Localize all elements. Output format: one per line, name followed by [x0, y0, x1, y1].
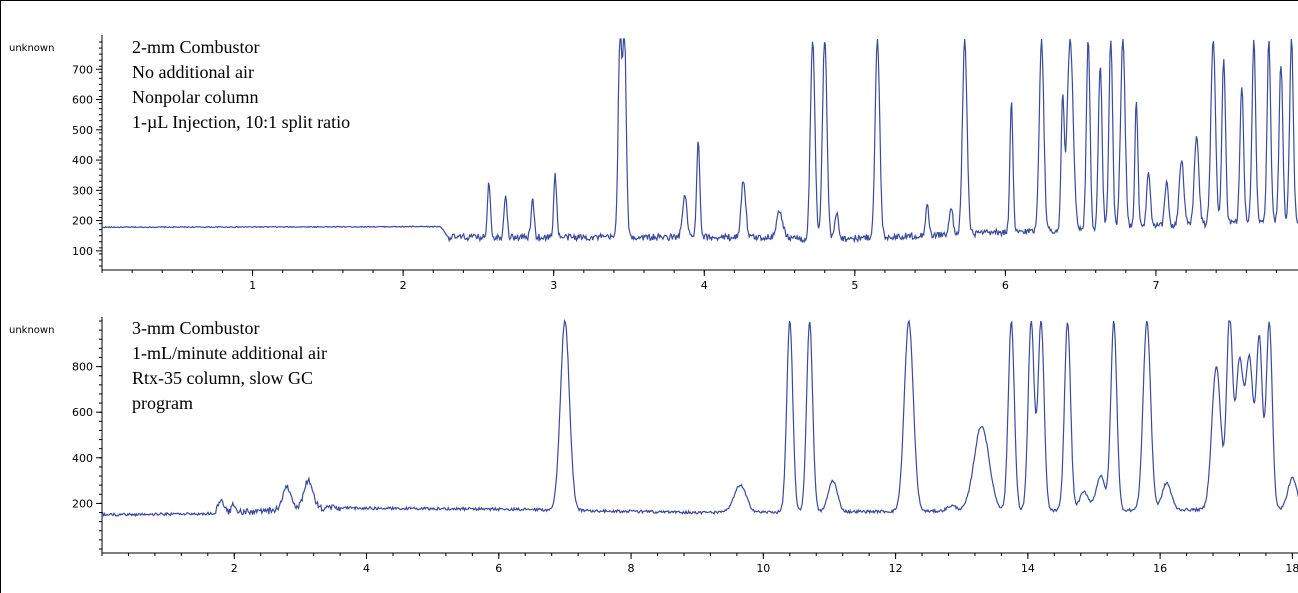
chromatogram-trace — [101, 38, 1298, 244]
x-tick-label: 8 — [628, 562, 635, 575]
annotation-line: Rtx-35 column, slow GC — [132, 368, 314, 388]
x-tick-label: 12 — [889, 562, 903, 575]
y-tick-label: 500 — [72, 124, 93, 137]
y-axis-label: unknown — [9, 325, 54, 336]
annotation-line: 1-mL/minute additional air — [132, 343, 327, 363]
y-tick-label: 200 — [72, 497, 93, 510]
annotation-top: 2-mm Combustor No additional air Nonpola… — [132, 35, 350, 135]
annotation-line: 1-µL Injection, 10:1 split ratio — [132, 112, 351, 132]
y-tick-label: 600 — [72, 406, 93, 419]
x-tick-label: 6 — [1002, 279, 1009, 292]
x-tick-label: 14 — [1021, 562, 1035, 575]
x-tick-label: 4 — [363, 562, 370, 575]
y-tick-label: 700 — [72, 63, 93, 76]
x-tick-label: 5 — [851, 279, 858, 292]
x-tick-label: 10 — [756, 562, 770, 575]
y-tick-label: 300 — [72, 184, 93, 197]
x-tick-label: 3 — [550, 279, 557, 292]
annotation-line: 2-mm Combustor — [132, 37, 260, 57]
x-tick-label: 1 — [249, 279, 256, 292]
x-tick-label: 4 — [701, 279, 708, 292]
x-tick-label: 18 — [1285, 562, 1298, 575]
x-tick-label: 6 — [495, 562, 502, 575]
annotation-line: No additional air — [132, 62, 254, 82]
y-tick-label: 800 — [72, 361, 93, 374]
chromatogram-trace — [101, 318, 1298, 518]
x-tick-label: 2 — [400, 279, 407, 292]
y-tick-label: 200 — [72, 215, 93, 228]
annotation-bottom: 3-mm Combustor 1-mL/minute additional ai… — [132, 316, 327, 416]
annotation-line: program — [132, 393, 193, 413]
y-tick-label: 400 — [72, 154, 93, 167]
y-tick-label: 600 — [72, 94, 93, 107]
x-tick-label: 2 — [231, 562, 238, 575]
x-tick-label: 16 — [1153, 562, 1167, 575]
y-tick-label: 400 — [72, 452, 93, 465]
y-axis-label: unknown — [9, 43, 54, 54]
annotation-line: Nonpolar column — [132, 87, 259, 107]
y-tick-label: 100 — [72, 245, 93, 258]
annotation-line: 3-mm Combustor — [132, 318, 260, 338]
x-tick-label: 7 — [1152, 279, 1159, 292]
